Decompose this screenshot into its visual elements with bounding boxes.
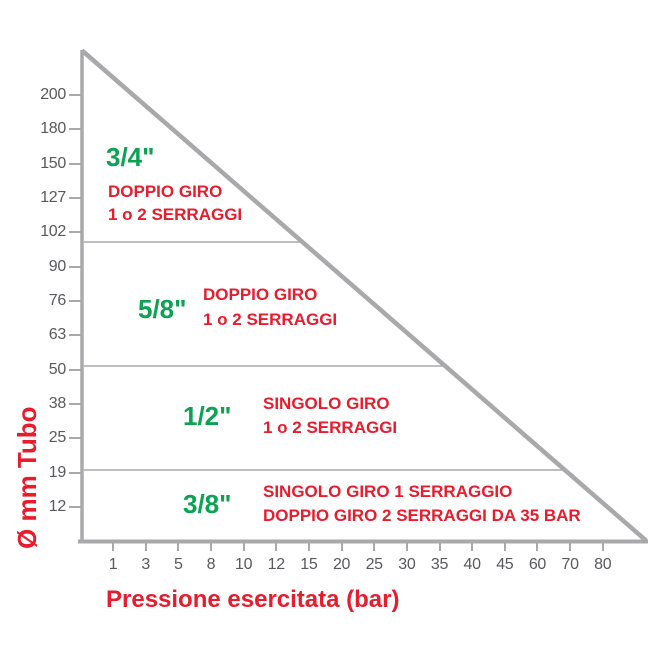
x-tick-mark bbox=[275, 543, 278, 551]
zone-instruction-line: 1 o 2 SERRAGGI bbox=[263, 418, 398, 437]
x-tick-mark bbox=[601, 543, 604, 551]
x-tick-label: 60 bbox=[528, 556, 547, 573]
y-tick-mark bbox=[69, 368, 81, 371]
y-tick-mark bbox=[69, 162, 81, 165]
y-tick-mark bbox=[69, 402, 81, 405]
zone-instruction-line: DOPPIO GIRO 2 SERRAGGI DA 35 BAR bbox=[263, 506, 581, 525]
x-tick-label: 80 bbox=[594, 556, 612, 573]
pressure-limit-diagonal-line bbox=[80, 48, 648, 543]
y-tick-label: 25 bbox=[48, 429, 67, 447]
band-size-label: 3/8" bbox=[183, 489, 232, 519]
y-tick-mark bbox=[69, 196, 81, 199]
x-tick-mark bbox=[144, 543, 147, 551]
y-tick-label: 102 bbox=[40, 223, 66, 241]
x-tick-mark bbox=[307, 543, 310, 551]
x-axis-title: Pressione esercitata (bar) bbox=[106, 586, 400, 613]
x-tick-mark bbox=[373, 543, 376, 551]
x-tick-mark bbox=[536, 543, 539, 551]
x-tick-mark bbox=[209, 543, 212, 551]
x-tick-label: 3 bbox=[141, 556, 150, 573]
zone-instruction-line: 1 o 2 SERRAGGI bbox=[108, 205, 243, 224]
x-tick-label: 30 bbox=[398, 556, 416, 573]
x-tick-label: 12 bbox=[267, 556, 286, 573]
y-tick-label: 200 bbox=[40, 86, 66, 103]
x-tick-label: 1 bbox=[108, 556, 118, 573]
zone-instruction-line: SINGOLO GIRO 1 SERRAGGIO bbox=[263, 482, 513, 501]
y-tick-label: 38 bbox=[48, 394, 67, 412]
y-tick-mark bbox=[69, 471, 81, 474]
x-tick-mark bbox=[242, 543, 245, 551]
x-tick-label: 40 bbox=[463, 556, 482, 573]
x-tick-mark bbox=[405, 543, 408, 551]
y-tick-label: 50 bbox=[48, 360, 67, 378]
band-size-label: 5/8" bbox=[138, 294, 187, 324]
y-axis-title: Ø mm Tubo bbox=[12, 406, 42, 549]
y-tick-label: 19 bbox=[48, 463, 67, 481]
y-tick-mark bbox=[69, 231, 81, 234]
x-tick-label: 25 bbox=[365, 556, 384, 573]
zone-instruction-line: DOPPIO GIRO bbox=[108, 182, 223, 201]
x-tick-mark bbox=[471, 543, 474, 551]
y-tick-label: 63 bbox=[48, 326, 67, 344]
y-tick-mark bbox=[69, 334, 81, 337]
y-tick-label: 180 bbox=[40, 120, 66, 138]
zone-instruction-line: SINGOLO GIRO bbox=[263, 394, 390, 413]
x-tick-mark bbox=[340, 543, 343, 551]
y-tick-label: 127 bbox=[40, 188, 66, 206]
y-tick-mark bbox=[69, 94, 81, 96]
x-tick-label: 15 bbox=[300, 556, 318, 573]
x-tick-mark bbox=[438, 543, 441, 551]
x-tick-label: 20 bbox=[332, 556, 351, 573]
x-tick-label: 10 bbox=[234, 556, 253, 573]
x-tick-label: 8 bbox=[206, 556, 216, 573]
x-tick-label: 35 bbox=[430, 556, 449, 573]
x-tick-label: 5 bbox=[173, 556, 183, 573]
x-tick-mark bbox=[503, 543, 506, 551]
x-tick-mark bbox=[177, 543, 180, 551]
zone-instruction-line: 1 o 2 SERRAGGI bbox=[203, 310, 338, 329]
x-tick-label: 70 bbox=[561, 556, 579, 573]
band-size-label: 1/2" bbox=[183, 401, 232, 431]
y-tick-label: 90 bbox=[48, 257, 67, 275]
x-tick-mark bbox=[569, 543, 572, 551]
x-tick-label: 45 bbox=[496, 556, 514, 573]
y-tick-label: 150 bbox=[40, 154, 66, 172]
y-tick-mark bbox=[69, 265, 81, 268]
y-tick-mark bbox=[69, 437, 81, 440]
zone-instruction-line: DOPPIO GIRO bbox=[203, 285, 318, 304]
x-tick-mark bbox=[112, 543, 114, 551]
y-tick-mark bbox=[69, 128, 81, 131]
y-tick-label: 76 bbox=[48, 291, 67, 309]
y-tick-label: 12 bbox=[48, 497, 67, 515]
band-size-label: 3/4" bbox=[106, 142, 155, 172]
y-tick-mark bbox=[69, 299, 81, 302]
y-tick-mark bbox=[69, 505, 81, 508]
